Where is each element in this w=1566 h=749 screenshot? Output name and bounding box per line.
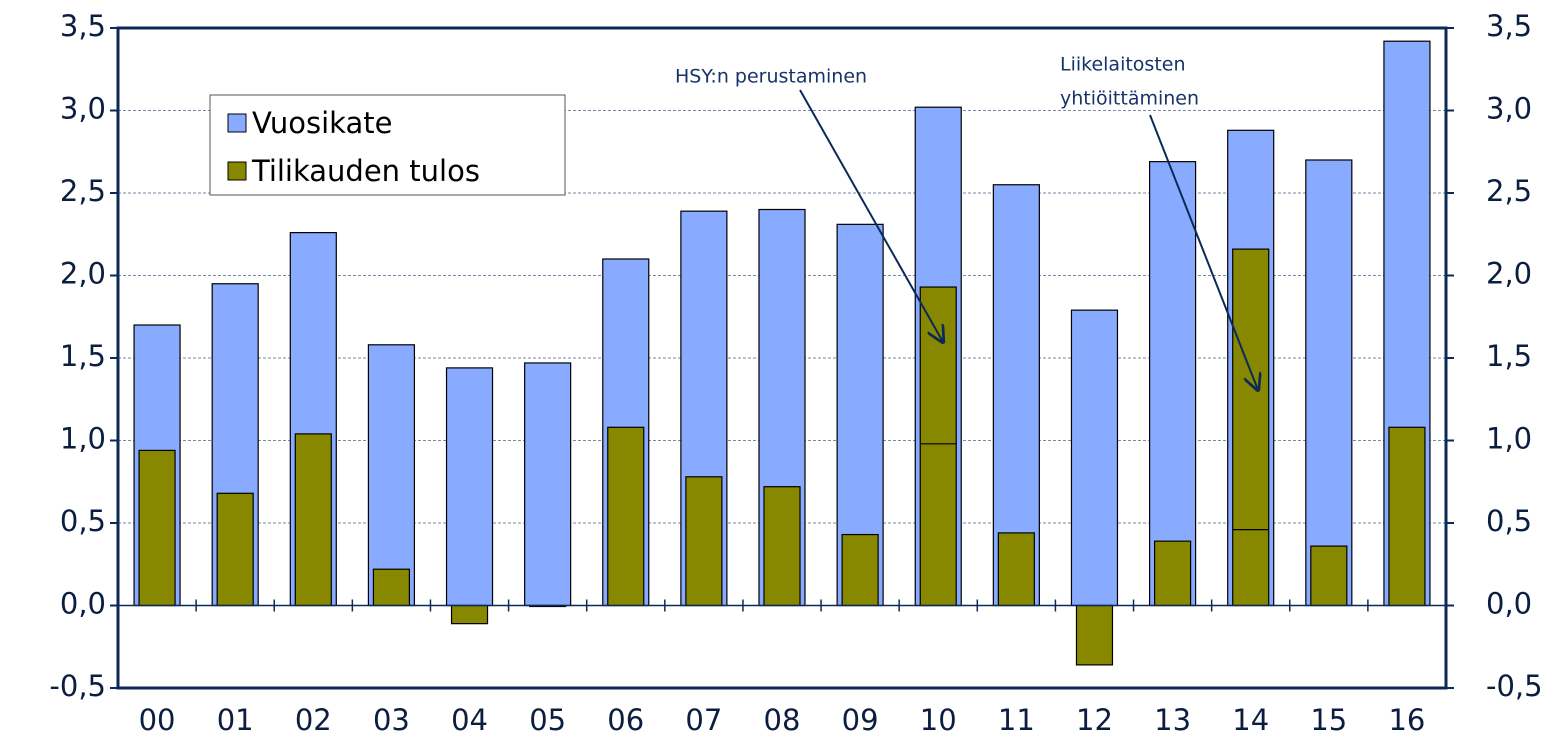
y2-tick-label: 0,5	[1486, 504, 1532, 538]
annotation: Liikelaitosten	[1060, 54, 1186, 76]
bar	[1070, 309, 1119, 607]
legend-swatch	[227, 161, 247, 181]
x-tick-label: 05	[529, 703, 566, 737]
bar	[1388, 426, 1426, 607]
x-tick-label: 10	[920, 703, 957, 737]
bar	[1148, 161, 1197, 607]
y-tick-label: 2,5	[60, 174, 106, 208]
y2-tick-label: 3,0	[1486, 92, 1532, 126]
legend-swatch	[227, 113, 247, 133]
x-tick-label: 13	[1154, 703, 1191, 737]
x-tick-label: 08	[764, 703, 801, 737]
legend: Vuosikate Tilikauden tulos	[209, 94, 566, 196]
annotation: yhtiöittäminen	[1060, 88, 1199, 110]
y2-tick-label: 1,0	[1486, 422, 1532, 456]
bar	[1305, 159, 1353, 607]
y-tick-label: 2,0	[60, 257, 106, 291]
annotation-arrow	[799, 89, 943, 342]
bar	[450, 604, 489, 625]
annotation: HSY:n perustaminen	[675, 66, 867, 88]
bar	[367, 344, 416, 607]
x-tick-label: 06	[607, 703, 644, 737]
annotation-arrow	[1149, 114, 1258, 390]
x-tick-label: 15	[1310, 703, 1347, 737]
bar	[1232, 248, 1270, 607]
y2-tick-label: 3,5	[1486, 9, 1532, 43]
x-tick-label: 07	[685, 703, 722, 737]
bar	[685, 476, 723, 607]
y-tick-label: 3,0	[60, 92, 106, 126]
y2-tick-label: -0,5	[1486, 669, 1543, 703]
bar	[841, 533, 879, 607]
x-tick-label: 11	[998, 703, 1035, 737]
bar	[294, 433, 332, 607]
y2-tick-label: 1,5	[1486, 339, 1532, 373]
y-tick-label: 3,5	[60, 9, 106, 43]
x-tick-label: 12	[1076, 703, 1113, 737]
x-tick-label: 04	[451, 703, 488, 737]
bar	[1075, 604, 1114, 666]
bar	[372, 568, 411, 607]
y-tick-label: 1,0	[60, 422, 106, 456]
legend-label: Tilikauden tulos	[251, 154, 480, 188]
bar	[763, 486, 801, 607]
x-tick-label: 02	[295, 703, 332, 737]
y-tick-label: 1,5	[60, 339, 106, 373]
x-tick-label: 01	[217, 703, 254, 737]
y-tick-label: -0,5	[49, 669, 106, 703]
y-tick-label: 0,5	[60, 504, 106, 538]
bar	[997, 532, 1035, 607]
x-tick-label: 14	[1232, 703, 1269, 737]
x-tick-label: 03	[373, 703, 410, 737]
bar	[1310, 545, 1348, 607]
y2-tick-label: 2,0	[1486, 257, 1532, 291]
bar	[445, 367, 494, 607]
y2-tick-label: 2,5	[1486, 174, 1532, 208]
plot-frame	[116, 26, 1448, 690]
bar	[524, 362, 572, 607]
x-tick-label: 16	[1388, 703, 1425, 737]
bar	[138, 449, 176, 607]
legend-label: Vuosikate	[252, 106, 392, 140]
y2-tick-label: 0,0	[1486, 587, 1532, 621]
x-tick-label: 00	[139, 703, 176, 737]
bar	[1153, 540, 1192, 607]
x-tick-label: 09	[842, 703, 879, 737]
bar	[607, 426, 645, 607]
y-tick-label: 0,0	[60, 587, 106, 621]
bar	[216, 492, 254, 607]
legend-box	[209, 94, 566, 196]
